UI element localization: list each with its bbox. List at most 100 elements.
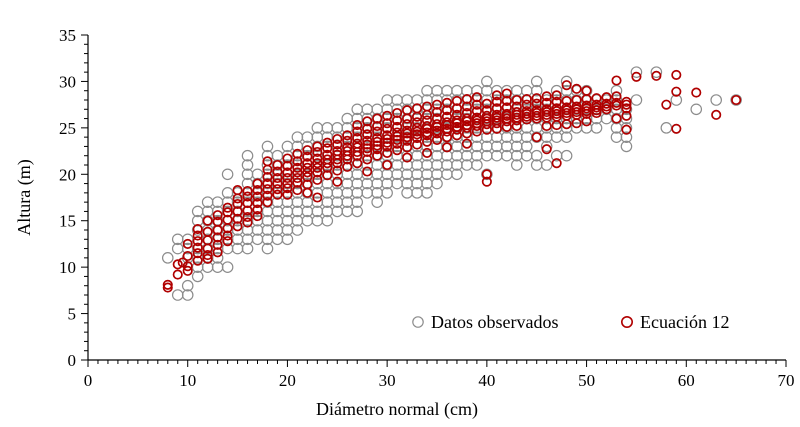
predicted-point <box>182 261 193 272</box>
predicted-point <box>342 154 353 165</box>
predicted-point <box>272 178 283 189</box>
predicted-point <box>531 132 542 143</box>
predicted-point <box>402 152 413 163</box>
predicted-point <box>501 116 512 127</box>
predicted-point <box>182 238 193 249</box>
observed-point <box>710 94 722 106</box>
observed-point <box>560 131 573 143</box>
predicted-point <box>441 132 453 143</box>
predicted-point <box>382 110 393 121</box>
predicted-point <box>441 105 453 116</box>
predicted-point <box>412 117 423 128</box>
predicted-point <box>671 69 682 80</box>
predicted-point <box>611 113 622 124</box>
observed-point <box>261 140 274 153</box>
predicted-point <box>661 99 672 110</box>
predicted-point <box>352 150 363 161</box>
predicted-point <box>362 129 373 140</box>
predicted-point <box>332 165 343 176</box>
predicted-point <box>541 144 552 155</box>
observed-point <box>471 159 483 171</box>
predicted-point <box>451 124 462 135</box>
predicted-point <box>272 184 283 195</box>
predicted-point <box>601 104 612 115</box>
predicted-point <box>461 107 472 119</box>
observed-point <box>630 66 643 78</box>
predicted-point <box>362 123 373 134</box>
observed-point <box>181 233 194 246</box>
predicted-point <box>581 85 592 96</box>
predicted-point <box>521 99 532 110</box>
predicted-point <box>312 167 323 178</box>
predicted-point <box>561 80 572 91</box>
predicted-point <box>591 93 602 104</box>
predicted-point <box>541 120 552 132</box>
predicted-point <box>182 265 193 276</box>
observed-point <box>161 252 174 264</box>
predicted-point <box>421 101 433 112</box>
predicted-point <box>581 108 592 119</box>
predicted-point <box>431 128 443 139</box>
predicted-point <box>372 136 383 147</box>
predicted-point <box>551 158 562 169</box>
predicted-point <box>302 187 313 198</box>
predicted-point <box>362 116 373 127</box>
predicted-point <box>372 126 383 137</box>
observed-point <box>630 94 643 106</box>
predicted-point <box>392 145 403 156</box>
x-tick-label: 60 <box>678 371 695 390</box>
predicted-point <box>451 130 462 141</box>
predicted-point <box>212 224 223 236</box>
predicted-point <box>402 128 413 139</box>
predicted-point <box>362 135 373 146</box>
predicted-point <box>362 166 373 177</box>
predicted-point <box>312 174 323 185</box>
predicted-point <box>312 153 323 164</box>
predicted-point <box>511 120 522 132</box>
y-axis-title: Altura (m) <box>14 159 35 235</box>
predicted-point <box>282 183 293 194</box>
predicted-point <box>631 71 642 82</box>
observed-point <box>510 159 523 171</box>
predicted-point <box>471 106 482 117</box>
predicted-point <box>412 139 423 150</box>
predicted-point <box>451 95 462 106</box>
predicted-point <box>491 123 502 134</box>
predicted-point <box>551 90 562 101</box>
predicted-point <box>392 134 403 145</box>
observed-point <box>451 168 463 181</box>
predicted-point <box>531 113 542 124</box>
predicted-point <box>252 185 263 196</box>
predicted-point <box>382 137 393 148</box>
observed-point <box>610 94 623 106</box>
predicted-point <box>731 94 742 106</box>
observed-point <box>191 270 204 283</box>
x-tick-label: 20 <box>279 371 296 390</box>
predicted-point <box>252 191 263 202</box>
y-tick-label: 30 <box>59 72 76 91</box>
predicted-point <box>292 177 303 188</box>
predicted-point <box>302 167 313 178</box>
x-axis-title: Diámetro normal (cm) <box>316 399 478 420</box>
predicted-point <box>431 107 443 118</box>
observed-point <box>291 224 304 236</box>
predicted-point <box>172 269 183 280</box>
predicted-point <box>571 83 582 94</box>
predicted-point <box>272 159 283 171</box>
predicted-point <box>282 153 293 164</box>
predicted-point <box>372 133 383 144</box>
predicted-point <box>382 141 393 152</box>
observed-point <box>540 140 553 153</box>
predicted-point <box>332 176 343 187</box>
predicted-point <box>212 210 223 221</box>
predicted-point <box>322 162 333 173</box>
observed-point <box>481 75 493 88</box>
predicted-point <box>621 124 632 135</box>
predicted-point <box>671 86 682 97</box>
predicted-point <box>302 151 313 162</box>
predicted-point <box>232 206 243 217</box>
predicted-point <box>192 255 203 266</box>
predicted-point <box>272 166 283 177</box>
predicted-point <box>292 162 303 173</box>
predicted-point <box>372 113 383 124</box>
